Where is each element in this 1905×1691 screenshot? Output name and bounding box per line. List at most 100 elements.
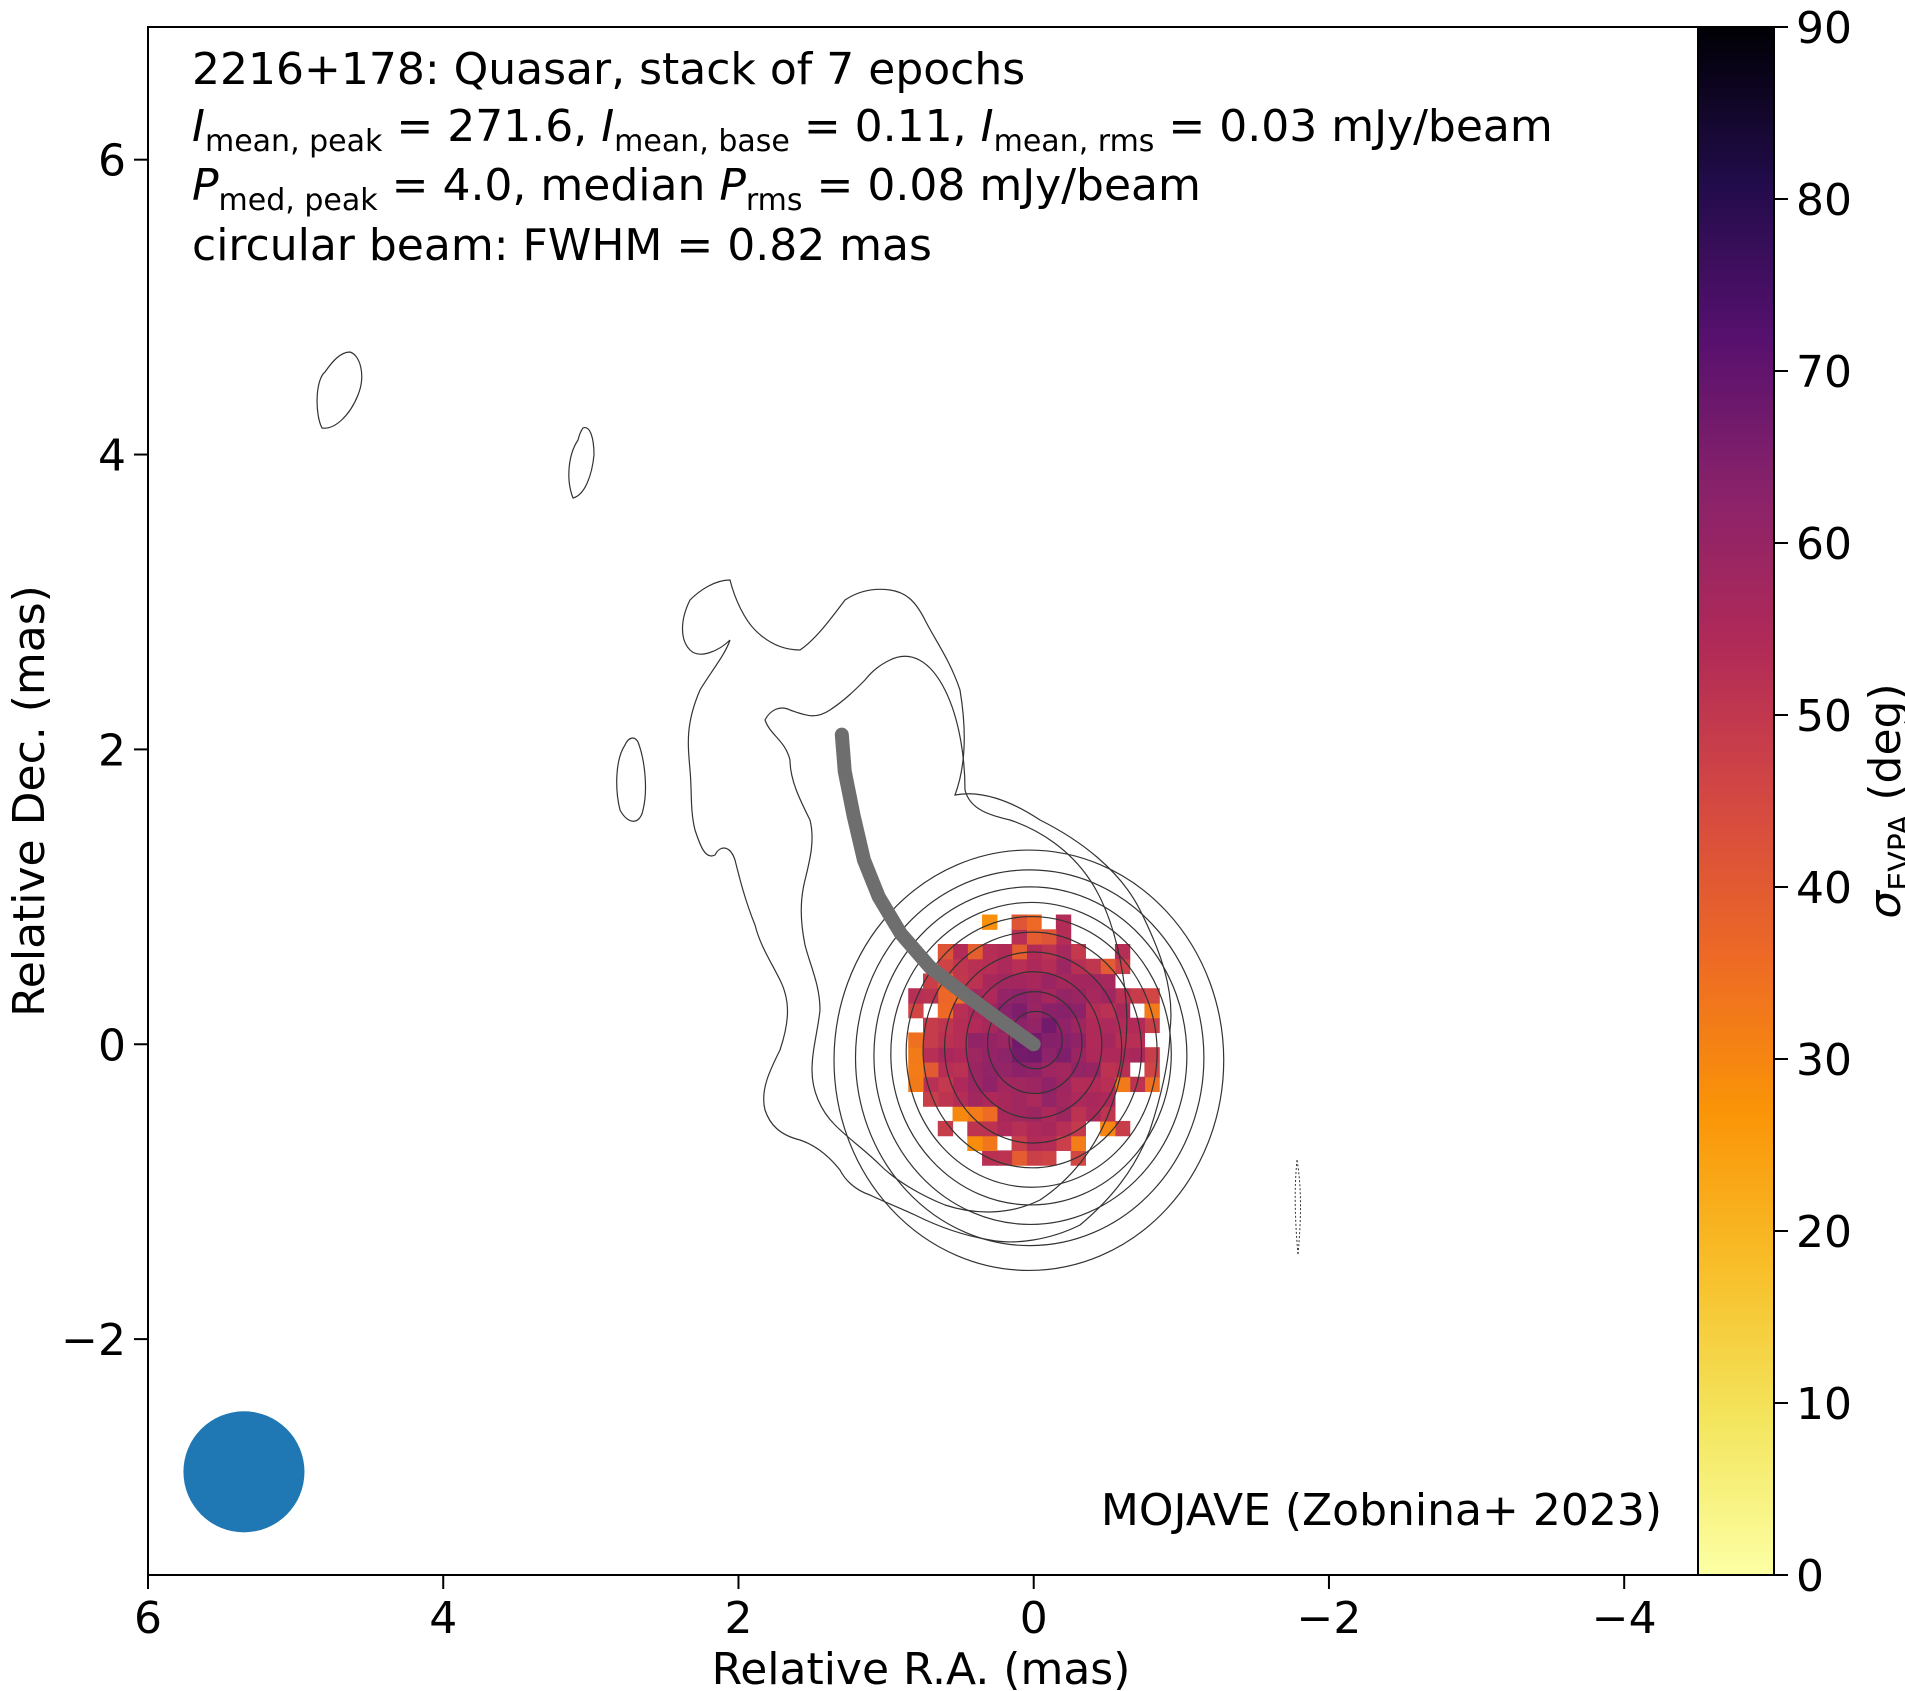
heatmap-pixel: [1041, 1002, 1057, 1019]
credit-label: MOJAVE (Zobnina+ 2023): [1101, 1485, 1662, 1536]
heatmap-pixel: [1026, 1017, 1042, 1034]
contour-ring: [1008, 1010, 1063, 1070]
heatmap-pixel: [952, 1032, 968, 1048]
header-annotations: 2216+178: Quasar, stack of 7 epochs Imea…: [192, 44, 1662, 1536]
heatmap-pixel: [1144, 1002, 1160, 1019]
heatmap-pixel: [1011, 1002, 1027, 1019]
heatmap-pixel: [982, 1091, 998, 1107]
heatmap-pixel: [996, 1047, 1013, 1063]
y-tick-label: 2: [98, 725, 126, 776]
colorbar-tick-label: 60: [1796, 519, 1852, 570]
heatmap-pixel: [967, 1120, 983, 1137]
heatmap-pixel: [1114, 1017, 1131, 1034]
heatmap-pixel: [1070, 944, 1086, 960]
heatmap-pixel: [1011, 988, 1027, 1004]
heatmap-pixel: [1085, 1106, 1101, 1122]
heatmap-pixel: [1144, 1017, 1160, 1034]
heatmap-pixel: [982, 1135, 998, 1152]
heatmap-pixel: [1055, 988, 1072, 1004]
x-tick-label: 0: [1020, 1593, 1048, 1644]
heatmap-pixel: [1041, 1135, 1057, 1152]
colorbar-tick-label: 10: [1796, 1379, 1852, 1430]
heatmap-pixel: [996, 1106, 1013, 1122]
heatmap-pixel: [1070, 1106, 1086, 1122]
heatmap-pixel: [1026, 1047, 1042, 1063]
y-tick-label: 6: [98, 136, 126, 187]
heatmap-pixel: [1026, 1076, 1042, 1093]
heatmap-pixel: [1100, 973, 1116, 989]
y-tick-label: −2: [61, 1315, 126, 1366]
heatmap-pixel: [967, 1091, 983, 1107]
heatmap-pixel: [937, 1076, 954, 1093]
heatmap-pixel: [1085, 1091, 1101, 1107]
heatmap-pixel: [908, 1047, 924, 1063]
heatmap-pixel: [996, 1061, 1013, 1078]
y-axis-label: Relative Dec. (mas): [4, 585, 55, 1017]
heatmap-pixel: [982, 1106, 998, 1122]
heatmap-pixel: [1055, 1032, 1072, 1048]
heatmap-pixel: [1129, 988, 1146, 1004]
heatmap-pixel: [923, 1032, 939, 1048]
title-line-1: 2216+178: Quasar, stack of 7 epochs: [192, 44, 1025, 95]
i-peak-symbol: I: [192, 101, 205, 152]
heatmap-pixel: [1041, 944, 1057, 960]
heatmap-pixel: [1011, 1091, 1027, 1107]
p-rms-sub: rms: [746, 183, 803, 218]
heatmap-pixel: [1114, 1032, 1131, 1048]
heatmap-pixel: [1085, 973, 1101, 989]
y-axis: −2 0 2 4 6: [61, 136, 148, 1366]
heatmap-pixel: [908, 1032, 924, 1048]
heatmap-pixel: [996, 1032, 1013, 1048]
contour-level-1: [681, 579, 1172, 1243]
heatmap-pixel: [1055, 1120, 1072, 1137]
colorbar-ticks: 0 10 20 30 40 50 60 70 80 90: [1774, 3, 1852, 1602]
heatmap-pixel: [1041, 1032, 1057, 1048]
heatmap-pixel: [996, 1076, 1013, 1093]
i-base-symbol: I: [601, 101, 614, 152]
heatmap-pixel: [1055, 914, 1072, 930]
heatmap-pixel: [1144, 1061, 1160, 1078]
heatmap-pixel: [937, 1002, 954, 1019]
heatmap-pixel: [1100, 1002, 1116, 1019]
heatmap-pixel: [937, 988, 954, 1004]
heatmap-pixel: [1011, 1106, 1027, 1122]
p-peak-sub: med, peak: [219, 183, 379, 218]
heatmap-pixel: [967, 1135, 983, 1152]
heatmap-pixel: [1026, 1002, 1042, 1019]
heatmap-pixel: [967, 1106, 983, 1122]
heatmap-pixel: [1085, 958, 1101, 975]
x-axis: 6 4 2 0 −2 −4: [134, 1575, 1657, 1644]
heatmap-pixel: [967, 1047, 983, 1063]
heatmap-pixel: [1100, 1047, 1116, 1063]
heatmap-pixel: [1070, 973, 1086, 989]
heatmap-pixel: [1070, 958, 1086, 975]
heatmap-pixel: [1041, 1150, 1057, 1166]
heatmap-pixel: [923, 1061, 939, 1078]
i-peak-sub: mean, peak: [205, 124, 383, 159]
heatmap-pixel: [1114, 1047, 1131, 1063]
heatmap-pixel: [1129, 1032, 1146, 1048]
heatmap-pixel: [1070, 988, 1086, 1004]
i-base-sub: mean, base: [614, 124, 790, 159]
heatmap-pixel: [1070, 1120, 1086, 1137]
heatmap-pixel: [923, 1047, 939, 1063]
heatmap-pixel: [1070, 1032, 1086, 1048]
heatmap-pixel: [1011, 973, 1027, 989]
contour-ring: [922, 931, 1143, 1169]
heatmap-pixel: [1026, 988, 1042, 1004]
heatmap-pixel: [982, 1047, 998, 1063]
heatmap-pixel: [1144, 1076, 1160, 1093]
heatmap-pixel: [937, 1120, 954, 1137]
i-rms-sub: mean, rms: [994, 124, 1155, 159]
heatmap-pixel: [982, 944, 998, 960]
heatmap-pixel: [1041, 1106, 1057, 1122]
contour-ring: [905, 915, 1158, 1188]
heatmap-pixel: [908, 988, 924, 1004]
i-peak-value: = 271.6,: [382, 101, 601, 152]
heatmap-pixel: [923, 1076, 939, 1093]
heatmap-pixel: [1041, 1076, 1057, 1093]
heatmap-pixel: [1026, 1091, 1042, 1107]
heatmap-pixel: [952, 1061, 968, 1078]
heatmap-pixel: [1055, 1002, 1072, 1019]
i-base-value: = 0.11,: [790, 101, 981, 152]
